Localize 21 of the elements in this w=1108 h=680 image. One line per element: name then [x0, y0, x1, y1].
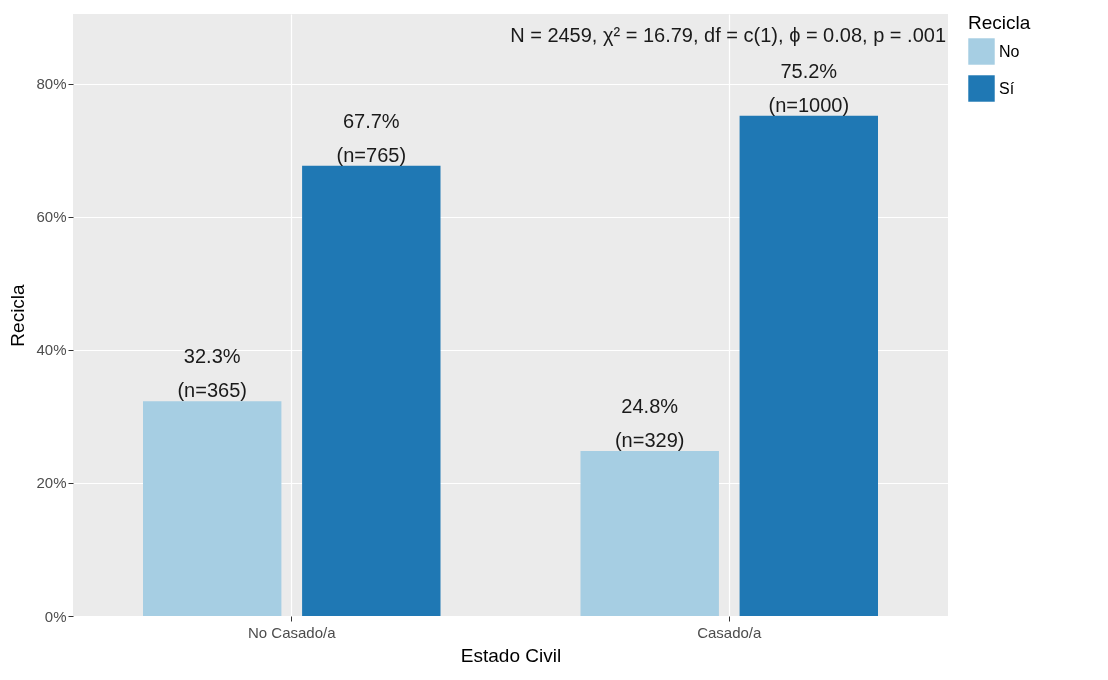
- y-tick-label: 40%: [36, 341, 67, 359]
- y-tick-label: 20%: [36, 474, 67, 492]
- legend-label: No: [999, 42, 1020, 60]
- x-tick-label: Casado/a: [697, 623, 763, 641]
- legend-label: Sí: [999, 79, 1015, 97]
- x-tick-label: No Casado/a: [247, 623, 337, 641]
- x-axis-title: Estado Civil: [460, 644, 562, 666]
- y-tick-label: 80%: [36, 75, 67, 93]
- data-label: 67.7% (n=765): [336, 109, 407, 166]
- bar: [739, 115, 878, 616]
- y-axis-title: Recicla: [7, 283, 29, 347]
- bar: [302, 165, 441, 616]
- y-tick-label: 60%: [36, 208, 67, 226]
- y-tick-label: 0%: [44, 607, 67, 625]
- annotation: N = 2459, χ² = 16.79, df = c(1), ϕ = 0.08, p = .001: [510, 24, 946, 46]
- legend-title: Recicla: [968, 12, 1031, 33]
- data-label: 32.3% (n=365): [177, 345, 247, 402]
- data-label: 75.2% (n=1000): [768, 59, 850, 116]
- bar: [143, 401, 282, 616]
- data-label: 24.8% (n=329): [614, 395, 685, 452]
- bar: [580, 451, 719, 616]
